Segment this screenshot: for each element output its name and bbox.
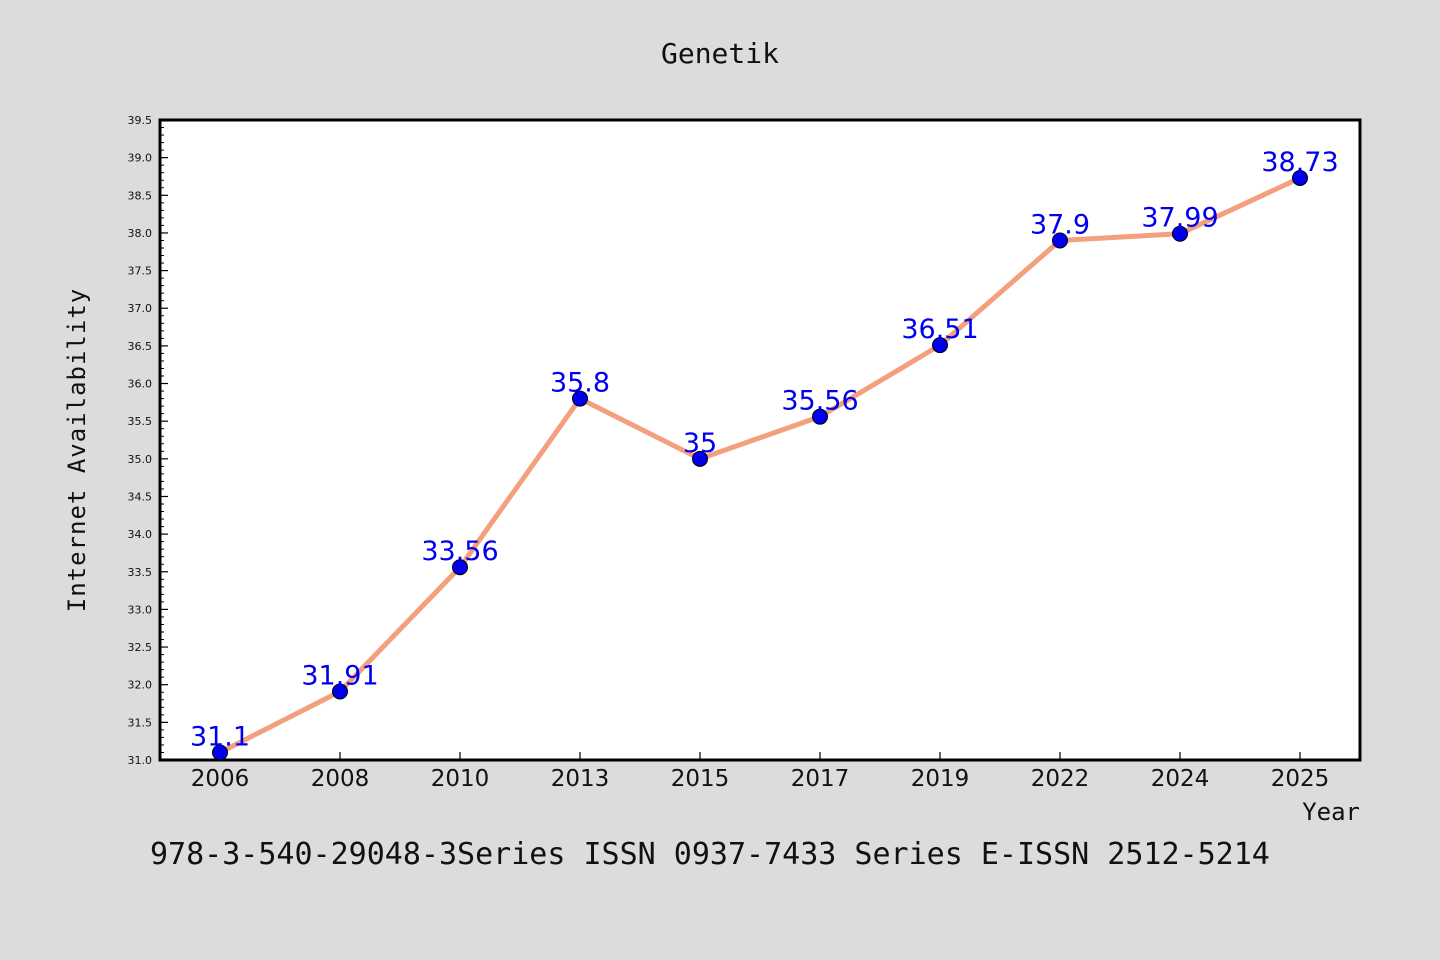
y-tick-label: 34.5	[128, 490, 153, 503]
x-tick-label: 2019	[911, 766, 970, 792]
x-tick-label: 2006	[191, 766, 250, 792]
y-tick-label: 35.0	[128, 453, 153, 466]
x-tick-label: 2015	[671, 766, 730, 792]
data-point	[1172, 225, 1188, 242]
data-label: 37.99	[1141, 203, 1218, 234]
chart-title: Genetik	[661, 37, 779, 70]
series-line	[217, 175, 1303, 755]
data-point	[1292, 169, 1308, 186]
data-point	[692, 450, 708, 467]
x-tick-label: 2025	[1271, 766, 1330, 792]
data-point	[812, 408, 828, 425]
y-axis: 31.0 31.5 32.0 32.5 33.0 33.5 34.0 34.5 35.0 35.5…	[128, 114, 168, 767]
y-tick-label: 36.0	[128, 378, 153, 391]
data-label: 31.1	[190, 721, 250, 752]
data-label: 33.56	[421, 536, 498, 567]
y-tick-label: 33.5	[128, 566, 153, 579]
x-axis: 2006 2008 2010 2013 2015 2017 2019 2022 2024 2025	[191, 752, 1330, 792]
data-label: 35.56	[781, 386, 858, 417]
x-tick-label: 2013	[551, 766, 610, 792]
y-tick-label: 37.5	[128, 265, 153, 278]
y-axis-label: Internet Availability	[63, 288, 91, 612]
x-tick-label: 2022	[1031, 766, 1090, 792]
data-label: 38.73	[1261, 147, 1338, 178]
y-tick-label: 38.5	[128, 189, 153, 202]
y-tick-label: 31.0	[128, 754, 153, 767]
y-tick-label: 35.5	[128, 415, 153, 428]
data-label: 31.91	[301, 660, 378, 691]
data-point	[452, 559, 468, 576]
x-tick-label: 2024	[1151, 766, 1210, 792]
y-tick-label: 33.0	[128, 603, 153, 616]
y-tick-label: 38.0	[128, 227, 153, 240]
series-group: 31.1 31.91 33.56 35.8 35 35.56 36.51 37.9 37.99 3…	[190, 147, 1339, 761]
y-tick-label: 39.0	[128, 152, 153, 165]
y-tick-label: 31.5	[128, 716, 153, 729]
data-label: 35	[683, 428, 717, 459]
data-point	[332, 683, 348, 700]
data-label: 36.51	[901, 314, 978, 345]
x-tick-label: 2008	[311, 766, 370, 792]
data-point	[212, 744, 228, 761]
data-point	[1052, 232, 1068, 249]
y-tick-label: 34.0	[128, 528, 153, 541]
data-point	[572, 390, 588, 407]
x-tick-label: 2017	[791, 766, 850, 792]
y-tick-label: 36.5	[128, 340, 153, 353]
data-label: 35.8	[550, 368, 610, 399]
y-tick-label: 32.5	[128, 641, 153, 654]
x-tick-label: 2010	[431, 766, 490, 792]
y-tick-label: 32.0	[128, 679, 153, 692]
data-point	[932, 337, 948, 354]
data-label: 37.9	[1030, 209, 1090, 240]
y-tick-label: 37.0	[128, 302, 153, 315]
x-axis-label: Year	[1302, 798, 1360, 826]
y-tick-label: 39.5	[128, 114, 153, 127]
footer-text: 978-3-540-29048-3Series ISSN 0937-7433 S…	[150, 837, 1270, 872]
